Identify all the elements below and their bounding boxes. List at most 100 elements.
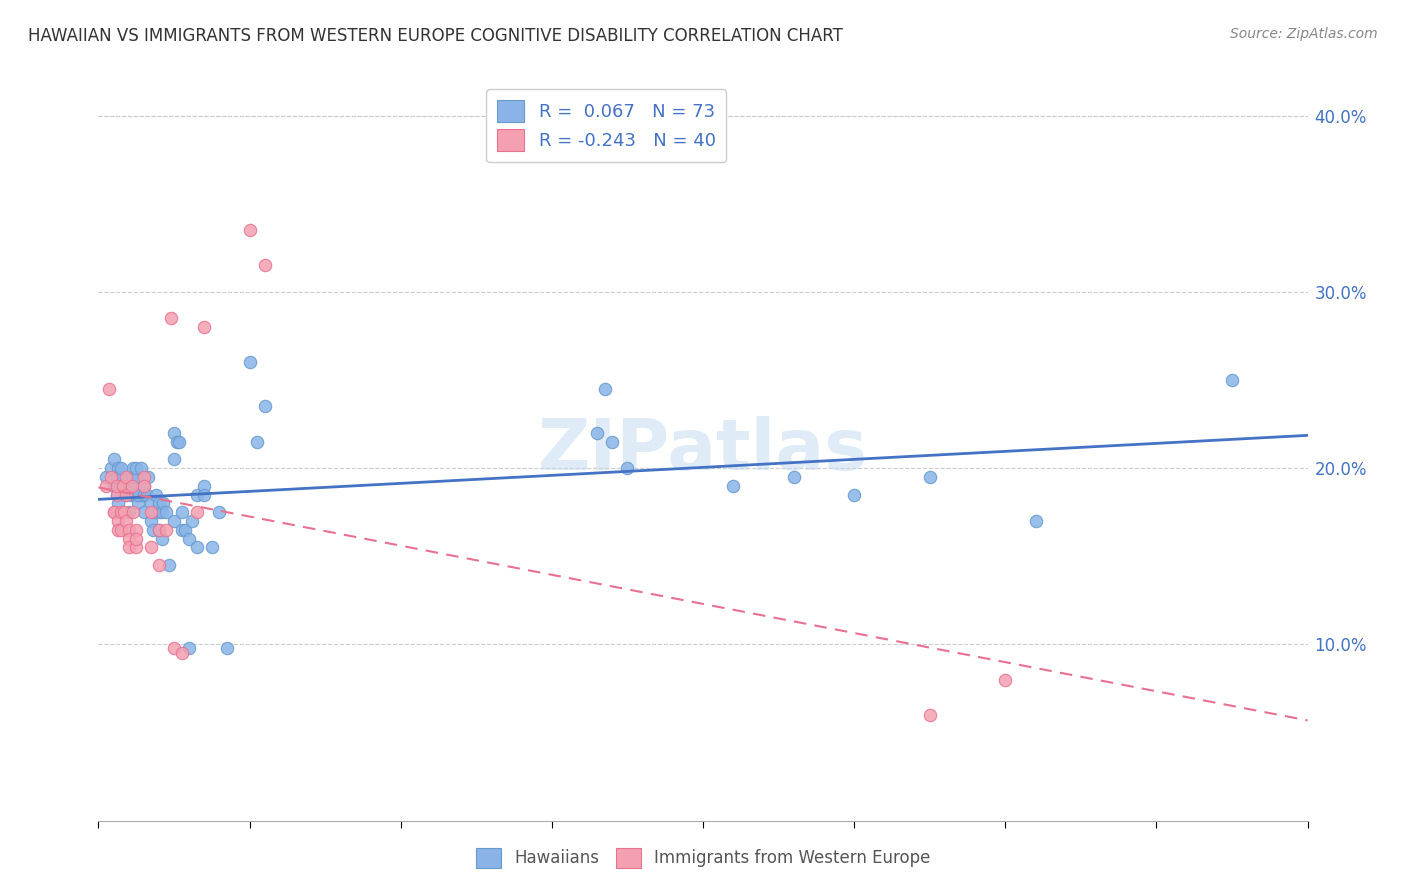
Point [132, 470, 155, 484]
Point [127, 496, 149, 510]
Point [105, 487, 128, 501]
Point [155, 523, 177, 537]
Point [114, 514, 136, 528]
Point [163, 514, 186, 528]
Point [148, 496, 170, 510]
Point [121, 479, 143, 493]
Point [125, 470, 148, 484]
Point [918, 470, 941, 484]
Point [103, 505, 125, 519]
Point [114, 487, 136, 501]
Point [239, 223, 262, 237]
Point [160, 311, 183, 326]
Point [122, 505, 145, 519]
Point [602, 434, 624, 449]
Point [150, 505, 173, 519]
Point [253, 400, 276, 414]
Point [132, 479, 155, 493]
Point [193, 487, 215, 501]
Point [994, 673, 1017, 687]
Legend: Hawaiians, Immigrants from Western Europe: Hawaiians, Immigrants from Western Europ… [470, 841, 936, 875]
Point [159, 558, 181, 572]
Point [141, 541, 163, 555]
Point [132, 505, 155, 519]
Point [150, 532, 173, 546]
Point [125, 487, 148, 501]
Point [181, 514, 204, 528]
Point [141, 496, 163, 510]
Point [110, 470, 132, 484]
Point [118, 523, 141, 537]
Point [125, 541, 148, 555]
Point [163, 452, 186, 467]
Point [125, 461, 148, 475]
Point [173, 523, 195, 537]
Point [246, 434, 269, 449]
Point [167, 434, 190, 449]
Point [103, 479, 125, 493]
Point [103, 505, 125, 519]
Point [918, 707, 941, 722]
Point [111, 479, 134, 493]
Text: Source: ZipAtlas.com: Source: ZipAtlas.com [1230, 27, 1378, 41]
Legend: R =  0.067   N = 73, R = -0.243   N = 40: R = 0.067 N = 73, R = -0.243 N = 40 [486, 89, 727, 162]
Point [122, 461, 145, 475]
Point [107, 461, 129, 475]
Text: HAWAIIAN VS IMMIGRANTS FROM WESTERN EUROPE COGNITIVE DISABILITY CORRELATION CHAR: HAWAIIAN VS IMMIGRANTS FROM WESTERN EURO… [28, 27, 844, 45]
Point [132, 479, 155, 493]
Point [148, 523, 170, 537]
Point [616, 461, 638, 475]
Point [186, 505, 208, 519]
Point [118, 532, 141, 546]
Point [112, 505, 135, 519]
Point [1220, 373, 1243, 387]
Point [94, 479, 117, 493]
Point [114, 470, 136, 484]
Point [103, 452, 125, 467]
Point [110, 461, 132, 475]
Point [110, 505, 132, 519]
Point [179, 640, 201, 655]
Point [107, 514, 129, 528]
Point [100, 470, 122, 484]
Point [136, 470, 159, 484]
Point [128, 487, 150, 501]
Point [170, 646, 193, 660]
Point [135, 487, 157, 501]
Point [193, 320, 215, 334]
Point [110, 479, 132, 493]
Point [121, 487, 143, 501]
Point [166, 434, 188, 449]
Point [163, 425, 186, 440]
Point [152, 496, 174, 510]
Point [1024, 514, 1046, 528]
Point [208, 505, 231, 519]
Point [94, 470, 117, 484]
Point [586, 425, 609, 440]
Point [143, 505, 166, 519]
Point [239, 355, 262, 369]
Point [142, 523, 165, 537]
Point [120, 479, 142, 493]
Text: ZIPatlas: ZIPatlas [538, 416, 868, 485]
Point [110, 523, 132, 537]
Point [107, 523, 129, 537]
Point [163, 640, 186, 655]
Point [141, 514, 163, 528]
Point [141, 505, 163, 519]
Point [124, 487, 146, 501]
Point [148, 523, 170, 537]
Point [170, 505, 193, 519]
Point [132, 487, 155, 501]
Point [193, 479, 215, 493]
Point [114, 487, 136, 501]
Point [105, 479, 128, 493]
Point [186, 487, 208, 501]
Point [201, 541, 224, 555]
Point [125, 532, 148, 546]
Point [105, 470, 128, 484]
Point [844, 487, 866, 501]
Point [118, 505, 141, 519]
Point [107, 496, 129, 510]
Point [179, 532, 201, 546]
